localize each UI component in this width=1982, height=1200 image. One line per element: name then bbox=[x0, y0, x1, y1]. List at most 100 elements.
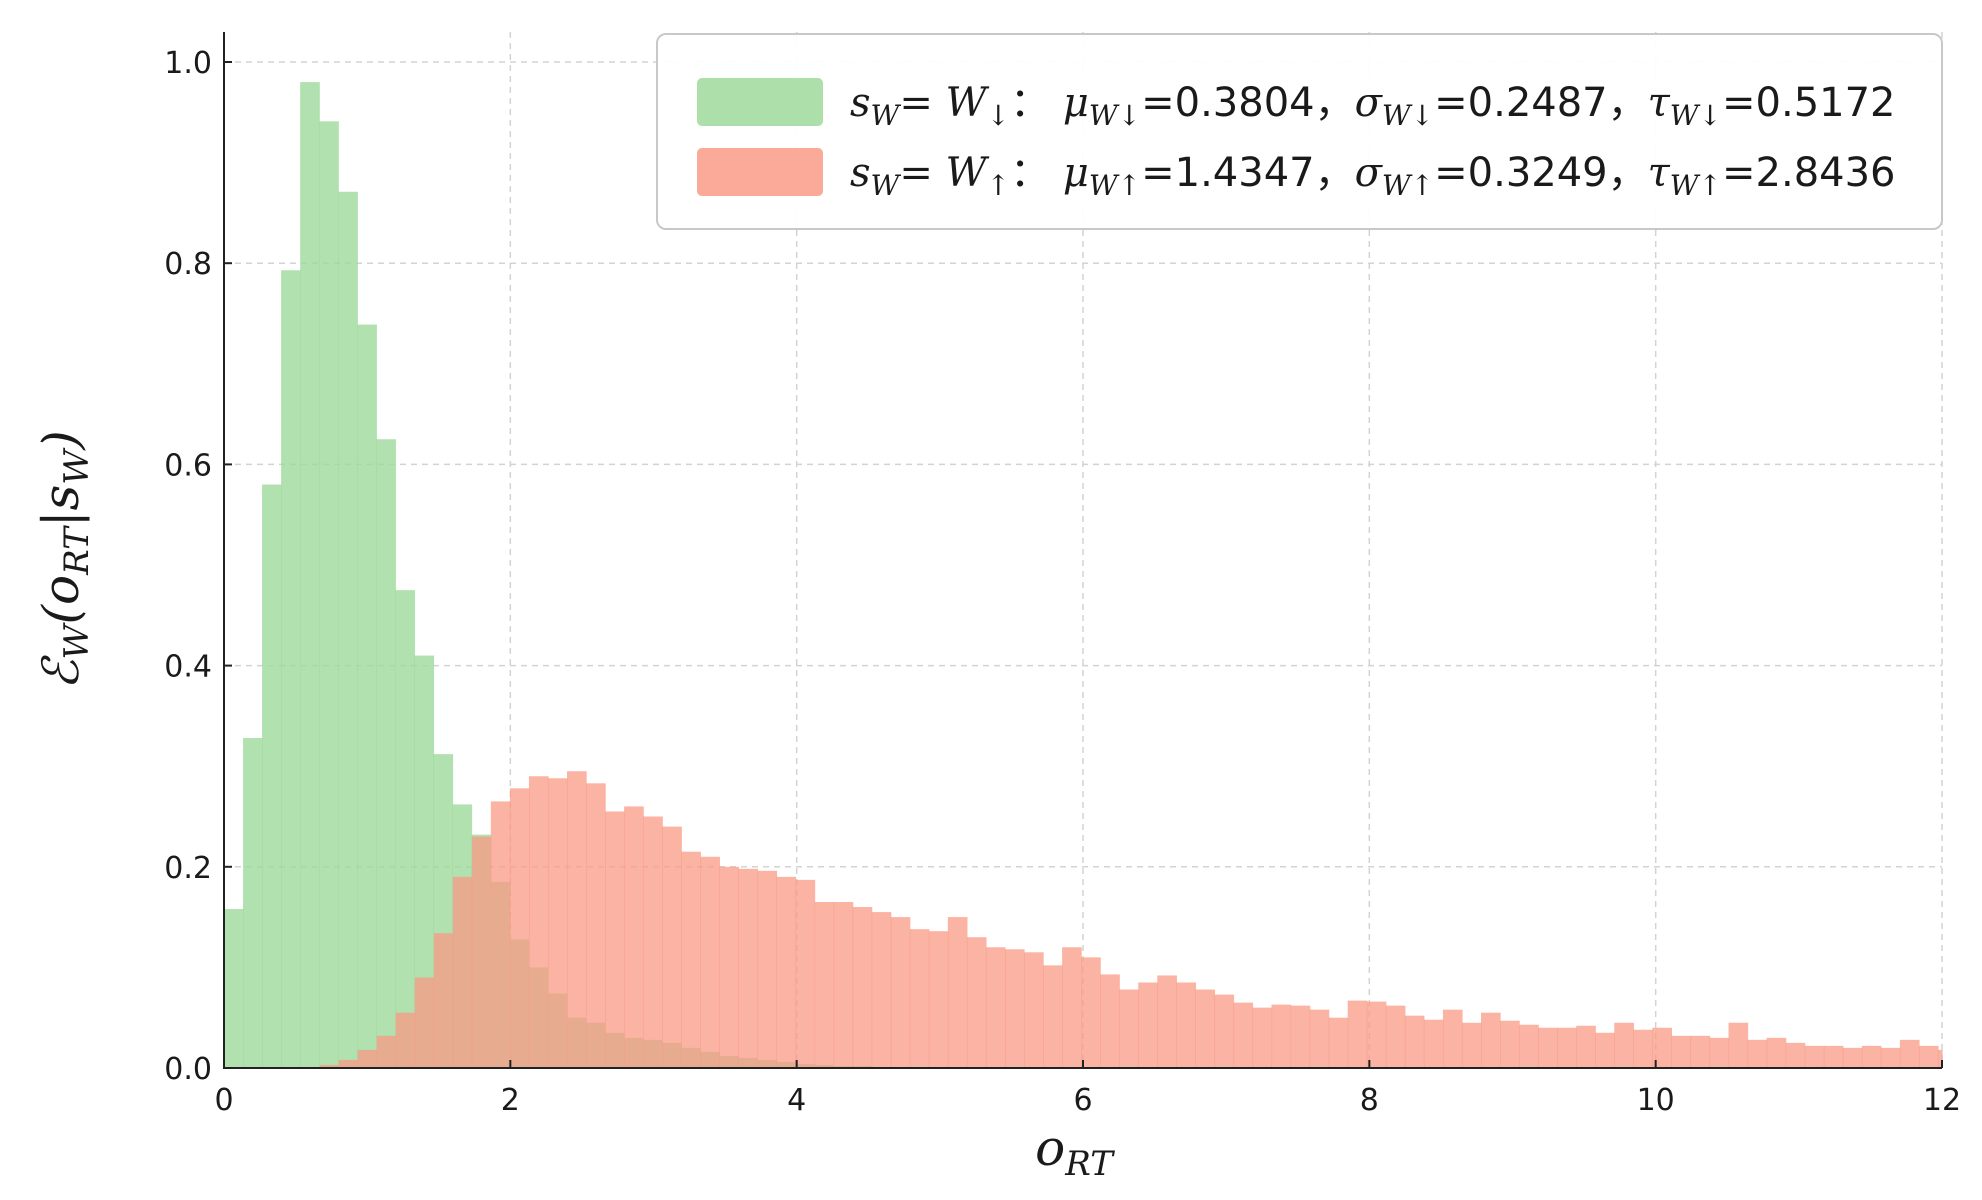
histogram-bar bbox=[395, 590, 416, 1068]
legend-frame bbox=[656, 33, 1943, 230]
x-tick-label: 2 bbox=[501, 1083, 520, 1118]
histogram-bar bbox=[1576, 1025, 1596, 1068]
histogram-bar bbox=[338, 191, 358, 1069]
histogram-bar bbox=[586, 783, 606, 1068]
histogram-bar bbox=[567, 771, 587, 1068]
histogram-bar bbox=[1804, 1045, 1825, 1068]
histogram-bar bbox=[1195, 989, 1216, 1068]
histogram-bar bbox=[1937, 1049, 1943, 1068]
histogram-bar bbox=[1728, 1022, 1749, 1068]
histogram-bar bbox=[1861, 1045, 1882, 1068]
y-tick-label: 0.0 bbox=[164, 1052, 212, 1087]
histogram-bar bbox=[966, 937, 987, 1068]
y-tick-label: 0.2 bbox=[164, 851, 212, 886]
histogram-bar bbox=[433, 933, 454, 1068]
histogram-bar bbox=[281, 270, 301, 1068]
histogram-bar bbox=[395, 1012, 416, 1068]
histogram-bar bbox=[1461, 1022, 1482, 1068]
histogram-bar bbox=[1918, 1045, 1939, 1068]
histogram-bar bbox=[1671, 1035, 1692, 1068]
x-axis-label: oRT bbox=[1035, 1119, 1115, 1184]
x-tick-label: 0 bbox=[214, 1083, 233, 1118]
legend-label: sW= W↓： μW↓=0.3804，σW↓=0.2487，τW↓=0.5172 bbox=[850, 80, 1896, 132]
histogram-bar bbox=[262, 484, 282, 1068]
histogram-bar bbox=[1309, 1009, 1330, 1068]
series-w-up-bars bbox=[319, 771, 1943, 1068]
legend-swatch bbox=[697, 78, 823, 126]
y-tick-label: 0.4 bbox=[164, 650, 212, 685]
x-tick-label: 12 bbox=[1923, 1083, 1961, 1118]
histogram-bar bbox=[224, 909, 244, 1068]
histogram-bar bbox=[376, 1035, 397, 1068]
histogram-bar bbox=[1004, 949, 1025, 1068]
histogram-bar bbox=[1176, 982, 1196, 1068]
histogram-bar bbox=[1233, 1002, 1254, 1068]
histogram-bar bbox=[1404, 1015, 1425, 1068]
histogram-bar bbox=[871, 912, 892, 1068]
histogram-bar bbox=[490, 801, 511, 1068]
histogram-bar bbox=[1538, 1027, 1558, 1068]
histogram-bar bbox=[795, 879, 816, 1068]
histogram-bar bbox=[1595, 1032, 1615, 1068]
histogram-bar bbox=[776, 876, 797, 1068]
histogram-bar bbox=[1766, 1037, 1787, 1068]
y-tick-label: 1.0 bbox=[164, 46, 212, 81]
histogram-bar bbox=[509, 788, 530, 1068]
legend-label: sW= W↑： μW↑=1.4347，σW↑=0.3249，τW↑=2.8436 bbox=[850, 150, 1896, 202]
histogram-bar bbox=[1157, 975, 1177, 1068]
histogram-bar bbox=[1442, 1009, 1463, 1068]
histogram-bar bbox=[319, 121, 339, 1068]
axes bbox=[223, 32, 1943, 1069]
y-axis-label: ℰW(oRT|sW) bbox=[32, 430, 97, 690]
histogram-bar bbox=[1880, 1047, 1901, 1068]
histogram-bar bbox=[1271, 1004, 1292, 1068]
histogram-bar bbox=[414, 655, 435, 1068]
histogram-bar bbox=[357, 1049, 378, 1068]
histogram-bar bbox=[605, 811, 625, 1068]
histogram-bar bbox=[1614, 1022, 1634, 1068]
histogram-bar bbox=[1024, 952, 1044, 1068]
histogram-bar bbox=[1290, 1005, 1311, 1068]
histogram-bar bbox=[662, 826, 682, 1068]
histogram-bar bbox=[1423, 1019, 1444, 1068]
histogram-bar bbox=[1043, 965, 1063, 1068]
histogram-bar bbox=[300, 82, 320, 1069]
y-tick-label: 0.8 bbox=[164, 247, 212, 282]
histogram-bar bbox=[1842, 1047, 1863, 1068]
y-tick-labels: 0.0 0.2 0.4 0.6 0.8 1.0 bbox=[164, 46, 212, 1087]
histogram-bar bbox=[928, 931, 949, 1068]
histogram-bar bbox=[1062, 947, 1082, 1068]
x-tick-labels: 0 2 4 6 8 10 12 bbox=[214, 1083, 1961, 1118]
histogram-bar bbox=[357, 324, 377, 1068]
histogram-bar bbox=[1138, 982, 1158, 1068]
histogram-bar bbox=[1519, 1024, 1539, 1068]
histogram-bar bbox=[1214, 994, 1235, 1068]
histogram-bar bbox=[700, 856, 720, 1068]
histogram-bar bbox=[376, 439, 396, 1068]
histogram-bar bbox=[1347, 1000, 1368, 1068]
histogram-bar bbox=[643, 816, 663, 1068]
histogram-bar bbox=[471, 836, 492, 1068]
x-tick-label: 10 bbox=[1637, 1083, 1675, 1118]
histogram-bar bbox=[1100, 974, 1120, 1068]
x-tick-label: 4 bbox=[787, 1083, 806, 1118]
histogram-bar bbox=[528, 776, 549, 1068]
histogram-bar bbox=[985, 947, 1006, 1068]
histogram-bar bbox=[1366, 1001, 1387, 1068]
histogram-bar bbox=[1690, 1035, 1711, 1068]
histogram-bar bbox=[1252, 1007, 1273, 1068]
histogram-bar bbox=[738, 868, 759, 1068]
histogram-bar bbox=[719, 866, 739, 1068]
x-tick-label: 6 bbox=[1073, 1083, 1092, 1118]
histogram-bar bbox=[452, 876, 473, 1068]
histogram-bar bbox=[547, 778, 568, 1068]
histogram-bar bbox=[624, 806, 644, 1068]
histogram-bar bbox=[1633, 1029, 1653, 1068]
legend-swatch bbox=[697, 148, 823, 196]
histogram-bar bbox=[947, 917, 968, 1068]
histogram-bar bbox=[1747, 1039, 1768, 1068]
histogram-bar bbox=[681, 851, 701, 1068]
histogram-bar bbox=[1785, 1042, 1806, 1068]
histogram-bar bbox=[1385, 1005, 1406, 1068]
histogram-bar bbox=[414, 977, 435, 1068]
